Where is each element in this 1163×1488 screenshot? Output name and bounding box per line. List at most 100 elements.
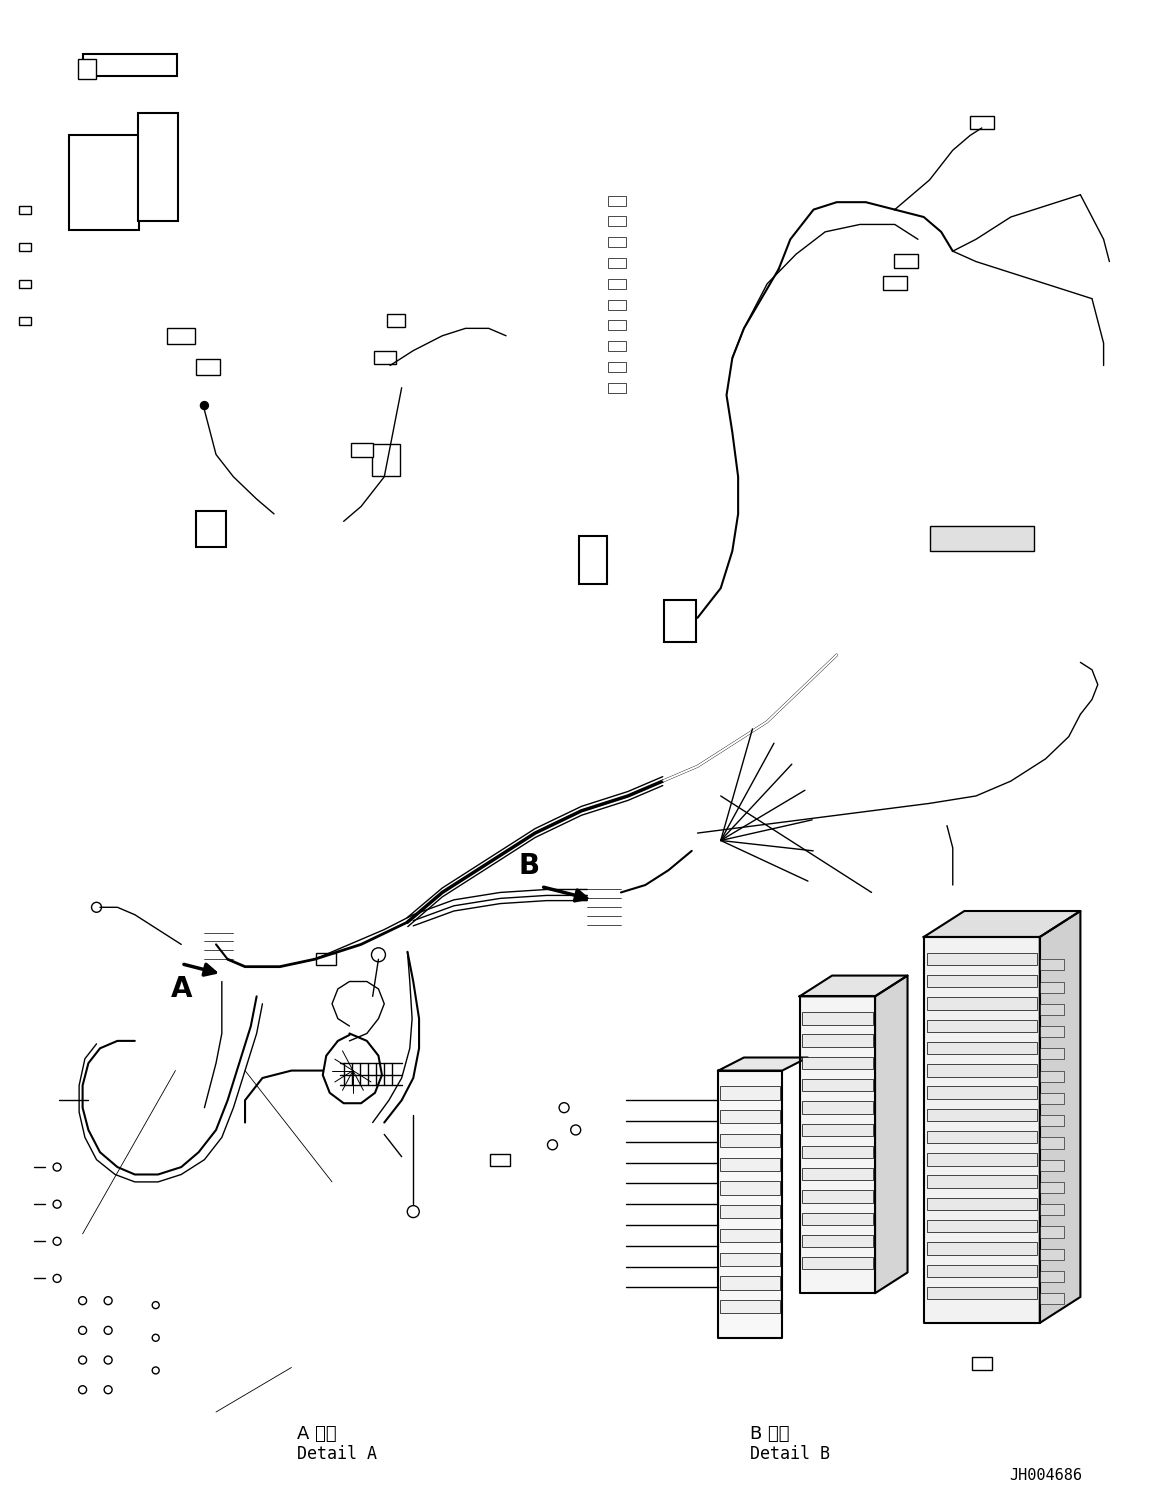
Bar bbox=[607, 196, 626, 205]
Bar bbox=[1040, 1226, 1064, 1238]
Bar bbox=[927, 1153, 1036, 1165]
Bar bbox=[607, 320, 626, 330]
Bar bbox=[883, 275, 907, 290]
Text: Detail A: Detail A bbox=[298, 1445, 377, 1463]
Polygon shape bbox=[875, 976, 907, 1293]
Bar bbox=[351, 443, 373, 457]
Bar bbox=[19, 205, 30, 214]
Bar bbox=[491, 1153, 511, 1165]
Bar bbox=[801, 1257, 873, 1269]
Bar bbox=[927, 1220, 1036, 1232]
Bar bbox=[929, 527, 1034, 551]
Bar bbox=[927, 1176, 1036, 1187]
Bar bbox=[607, 341, 626, 351]
Bar bbox=[78, 58, 95, 79]
Bar bbox=[801, 1190, 873, 1202]
Bar bbox=[1040, 1070, 1064, 1082]
Bar bbox=[720, 1229, 780, 1242]
Text: JH004686: JH004686 bbox=[1009, 1469, 1082, 1484]
Bar bbox=[801, 1012, 873, 1025]
Bar bbox=[720, 1134, 780, 1147]
Bar bbox=[1040, 1137, 1064, 1149]
Bar bbox=[607, 257, 626, 268]
Bar bbox=[1040, 1092, 1064, 1104]
Bar bbox=[579, 536, 607, 583]
Bar bbox=[801, 1079, 873, 1091]
Bar bbox=[1040, 1271, 1064, 1283]
Text: Detail B: Detail B bbox=[750, 1445, 829, 1463]
Bar bbox=[801, 1168, 873, 1180]
Bar bbox=[720, 1205, 780, 1219]
Bar bbox=[927, 1109, 1036, 1120]
Bar bbox=[607, 299, 626, 310]
Polygon shape bbox=[719, 1070, 783, 1338]
Polygon shape bbox=[719, 1058, 808, 1070]
Bar bbox=[83, 54, 178, 76]
Polygon shape bbox=[1040, 911, 1080, 1323]
Bar bbox=[607, 278, 626, 289]
Text: B 詳細: B 詳細 bbox=[750, 1426, 790, 1443]
Bar bbox=[927, 1131, 1036, 1143]
Bar bbox=[720, 1110, 780, 1123]
Polygon shape bbox=[800, 997, 875, 1293]
Text: B: B bbox=[519, 851, 540, 879]
Bar bbox=[927, 1265, 1036, 1277]
Bar bbox=[927, 997, 1036, 1010]
Bar bbox=[374, 351, 397, 365]
Bar bbox=[927, 1198, 1036, 1210]
Bar bbox=[1040, 1248, 1064, 1260]
Bar bbox=[19, 280, 30, 287]
Polygon shape bbox=[800, 976, 907, 997]
Bar bbox=[167, 327, 195, 344]
Bar bbox=[927, 1242, 1036, 1254]
Bar bbox=[720, 1181, 780, 1195]
Bar bbox=[607, 362, 626, 372]
Circle shape bbox=[200, 402, 208, 409]
Bar bbox=[195, 359, 220, 375]
Bar bbox=[720, 1277, 780, 1290]
Bar bbox=[720, 1253, 780, 1266]
Bar bbox=[720, 1301, 780, 1314]
Bar bbox=[664, 600, 697, 643]
Polygon shape bbox=[923, 937, 1040, 1323]
Bar bbox=[607, 237, 626, 247]
Bar bbox=[1040, 960, 1064, 970]
Text: A 詳細: A 詳細 bbox=[298, 1426, 337, 1443]
Polygon shape bbox=[923, 911, 1080, 937]
Bar bbox=[972, 1357, 992, 1370]
Bar bbox=[138, 113, 178, 220]
Bar bbox=[801, 1123, 873, 1135]
Bar bbox=[801, 1235, 873, 1247]
Bar bbox=[19, 317, 30, 324]
Bar bbox=[387, 314, 405, 327]
Bar bbox=[801, 1034, 873, 1048]
Bar bbox=[1040, 1049, 1064, 1059]
Bar bbox=[927, 1042, 1036, 1055]
Bar bbox=[801, 1101, 873, 1113]
Bar bbox=[801, 1213, 873, 1225]
Bar bbox=[1040, 1181, 1064, 1193]
Bar bbox=[607, 216, 626, 226]
Bar bbox=[316, 954, 336, 966]
Text: A: A bbox=[171, 975, 192, 1003]
Bar bbox=[927, 1086, 1036, 1098]
Bar bbox=[1040, 1293, 1064, 1305]
Bar bbox=[927, 1019, 1036, 1033]
Bar bbox=[894, 253, 919, 268]
Bar bbox=[927, 975, 1036, 988]
Bar bbox=[1040, 1204, 1064, 1216]
Bar bbox=[970, 116, 993, 129]
Bar bbox=[801, 1056, 873, 1068]
Bar bbox=[927, 952, 1036, 966]
Bar bbox=[19, 243, 30, 250]
Bar bbox=[69, 135, 138, 231]
Bar bbox=[1040, 982, 1064, 992]
Bar bbox=[372, 443, 400, 476]
Bar bbox=[1040, 1159, 1064, 1171]
Bar bbox=[720, 1086, 780, 1100]
Bar bbox=[1040, 1115, 1064, 1126]
Bar bbox=[1040, 1027, 1064, 1037]
Bar bbox=[197, 510, 227, 546]
Bar bbox=[927, 1287, 1036, 1299]
Bar bbox=[801, 1146, 873, 1158]
